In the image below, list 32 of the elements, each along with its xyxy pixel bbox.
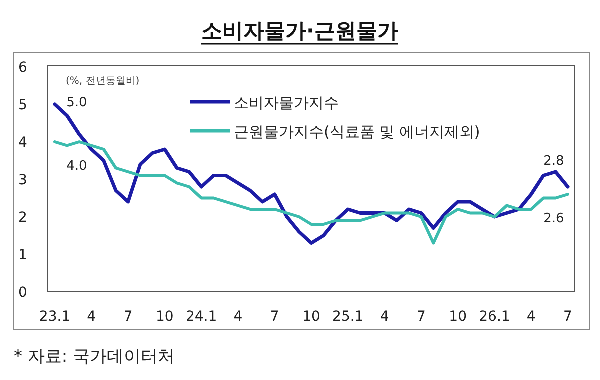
- x-tick-label: 4: [526, 309, 536, 325]
- x-tick-label: 24.1: [186, 309, 218, 325]
- x-tick-label: 4: [380, 309, 390, 325]
- line-series: [54, 140, 570, 245]
- x-tick-label: 23.1: [39, 309, 71, 325]
- text: * 자료: 국가데이터처: [14, 347, 176, 367]
- y-tick-label: 0: [18, 285, 28, 301]
- data-label: 4.0: [66, 159, 88, 174]
- y-tick-label: 1: [18, 248, 28, 264]
- x-tick-label: 10: [449, 309, 467, 325]
- y-tick-label: 3: [18, 172, 28, 188]
- y-tick-label: 2: [18, 210, 28, 226]
- x-tick-label: 4: [234, 309, 243, 325]
- x-tick-label: 10: [156, 309, 174, 325]
- x-tick-label: 7: [270, 309, 280, 325]
- data-label: 2.6: [544, 212, 564, 226]
- legend-label: 소비자물가지수: [234, 94, 339, 112]
- y-axis-title: (%, 전년동월비): [66, 76, 140, 87]
- x-tick-label: 7: [416, 309, 426, 325]
- x-tick-label: 7: [564, 309, 572, 325]
- chart-title: 소비자물가·근원물가: [202, 19, 398, 43]
- y-tick-label: 4: [18, 135, 28, 151]
- x-tick-label: 10: [302, 309, 320, 325]
- y-tick-label: 6: [18, 60, 28, 76]
- x-tick-label: 4: [87, 309, 96, 325]
- legend-label: 근원물가지수(식료품 및 에너지제외): [234, 123, 480, 141]
- x-tick-label: 7: [124, 309, 133, 325]
- y-tick-label: 5: [18, 98, 28, 114]
- data-label: 5.0: [66, 96, 88, 110]
- x-tick-label: 25.1: [332, 309, 364, 325]
- data-label: 2.8: [544, 154, 564, 169]
- x-tick-label: 26.1: [479, 309, 510, 325]
